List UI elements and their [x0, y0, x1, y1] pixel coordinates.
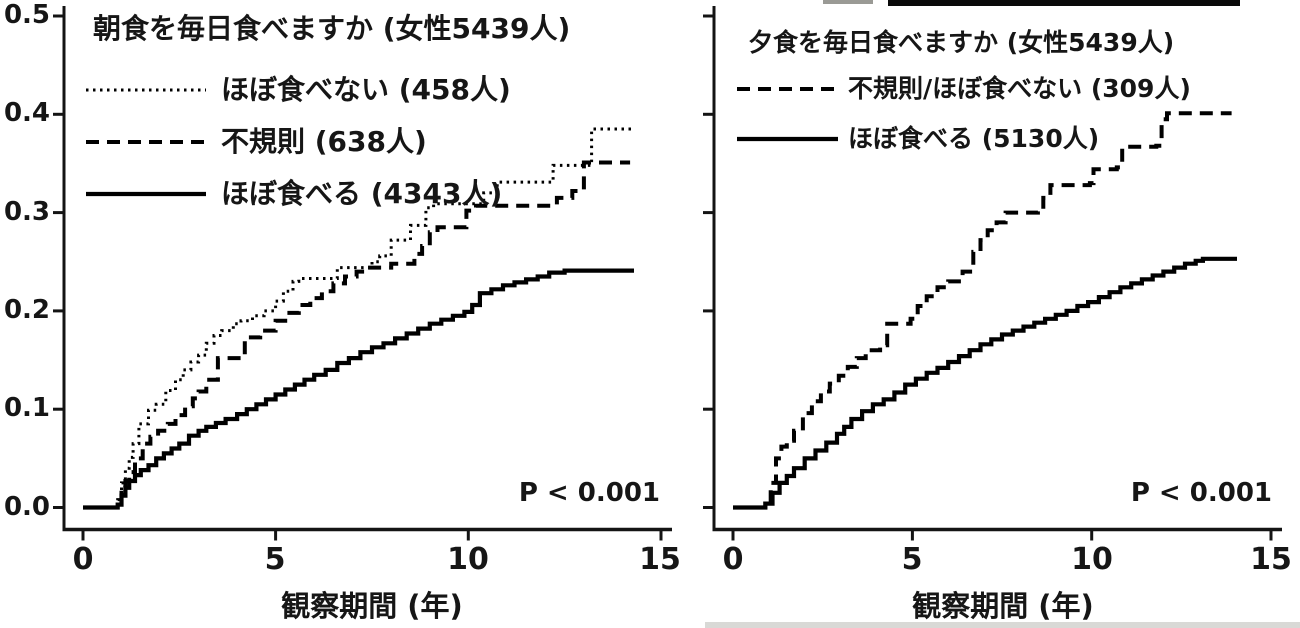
legend-label-mostly-eat: ほぼ食べる (4343人)	[221, 177, 503, 210]
y-tick-0_5: 0.5	[3, 0, 50, 30]
legend-label-irregular: 不規則 (638人)	[221, 125, 427, 158]
y-tick-0_4: 0.4	[3, 98, 50, 128]
x-tick-15: 15	[1250, 542, 1292, 577]
x-axis-label: 観察期間 (年)	[281, 589, 463, 623]
x-axis-label: 観察期間 (年)	[912, 589, 1094, 623]
p-value: P < 0.001	[518, 478, 660, 508]
x-tick-0: 0	[722, 542, 744, 577]
x-tick-15: 15	[639, 542, 681, 577]
top-crop-artifact-bar	[888, 0, 1240, 6]
x-tick-10: 10	[1071, 542, 1113, 577]
x-tick-5: 5	[264, 542, 286, 577]
legend-label-mostly-eat: ほぼ食べる (5130人)	[848, 124, 1100, 153]
p-value: P < 0.001	[1130, 478, 1272, 508]
y-tick-0_1: 0.1	[3, 393, 50, 423]
x-tick-10: 10	[447, 542, 489, 577]
top-crop-artifact-faint	[823, 0, 873, 4]
x-tick-0: 0	[72, 542, 94, 577]
y-tick-0_3: 0.3	[3, 197, 50, 227]
y-tick-0_0: 0.0	[3, 492, 50, 522]
legend-label-irregular-rarely: 不規則/ほぼ食べない (309人)	[848, 74, 1191, 103]
bottom-crop-artifact-bar	[705, 622, 1300, 628]
y-tick-0_2: 0.2	[3, 295, 50, 325]
panel-title: 朝食を毎日食べますか (女性5439人)	[93, 12, 571, 45]
legend-label-rarely-eat: ほぼ食べない (458人)	[221, 73, 511, 106]
panel-title: 夕食を毎日食べますか (女性5439人)	[748, 28, 1175, 57]
x-tick-5: 5	[901, 542, 923, 577]
